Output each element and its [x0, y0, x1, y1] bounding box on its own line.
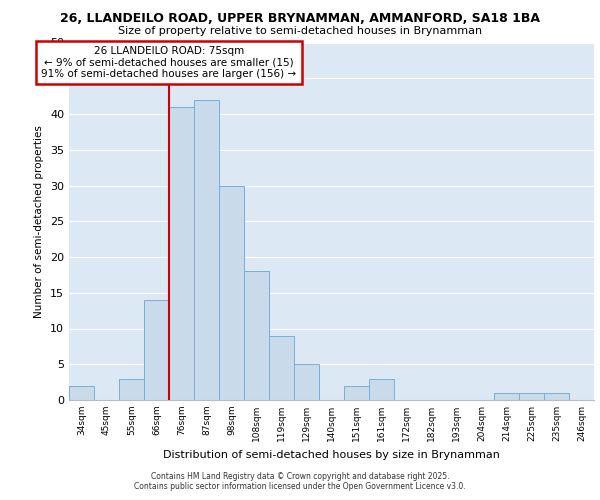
- Bar: [69, 386, 94, 400]
- Text: Contains HM Land Registry data © Crown copyright and database right 2025.
Contai: Contains HM Land Registry data © Crown c…: [134, 472, 466, 491]
- Bar: [169, 107, 194, 400]
- X-axis label: Distribution of semi-detached houses by size in Brynamman: Distribution of semi-detached houses by …: [163, 450, 500, 460]
- Bar: [269, 336, 294, 400]
- Bar: [519, 393, 544, 400]
- Bar: [119, 378, 144, 400]
- Y-axis label: Number of semi-detached properties: Number of semi-detached properties: [34, 125, 44, 318]
- Bar: [494, 393, 519, 400]
- Bar: [294, 364, 319, 400]
- Bar: [369, 378, 394, 400]
- Bar: [219, 186, 244, 400]
- Bar: [244, 272, 269, 400]
- Bar: [544, 393, 569, 400]
- Bar: [344, 386, 369, 400]
- Bar: [194, 100, 219, 400]
- Text: 26 LLANDEILO ROAD: 75sqm
← 9% of semi-detached houses are smaller (15)
91% of se: 26 LLANDEILO ROAD: 75sqm ← 9% of semi-de…: [41, 46, 296, 80]
- Text: Size of property relative to semi-detached houses in Brynamman: Size of property relative to semi-detach…: [118, 26, 482, 36]
- Text: 26, LLANDEILO ROAD, UPPER BRYNAMMAN, AMMANFORD, SA18 1BA: 26, LLANDEILO ROAD, UPPER BRYNAMMAN, AMM…: [60, 12, 540, 24]
- Bar: [144, 300, 169, 400]
